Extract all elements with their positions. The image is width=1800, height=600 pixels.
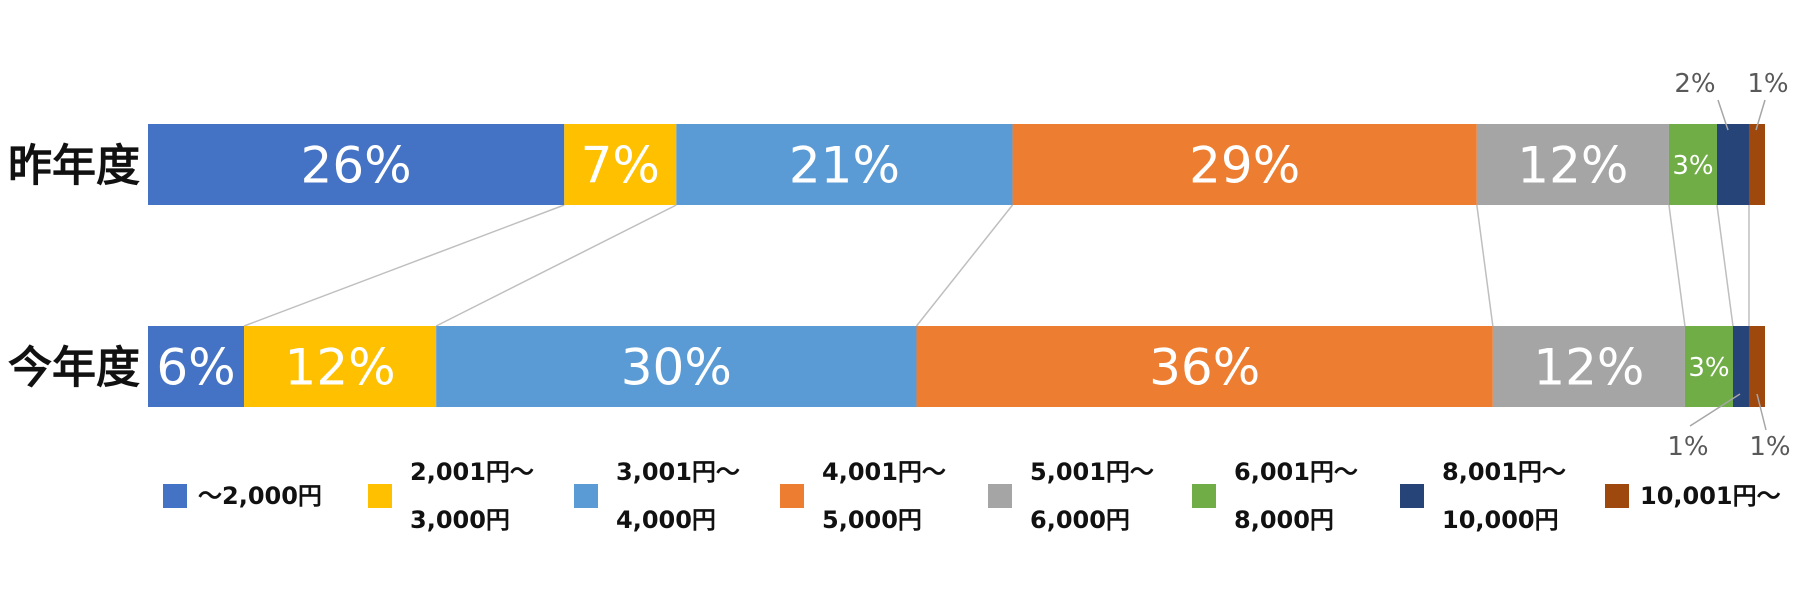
- bar-segment: [148, 326, 245, 407]
- data-labels: 26% 7% 21% 29% 12% 3% 6% 12% 30% 36% 12% 3%: [156, 137, 1729, 397]
- legend-item: 5,001円～ 6,000円: [988, 458, 1154, 534]
- legend-label: 8,000円: [1234, 506, 1334, 534]
- bar-segment: [1668, 124, 1717, 205]
- leader-line: [1755, 99, 1766, 131]
- legend-label: 5,000円: [822, 506, 922, 534]
- bar-segment: [148, 124, 565, 205]
- legend-item: 2,001円～ 3,000円: [368, 458, 534, 534]
- legend-item: ～2,000円: [163, 482, 322, 510]
- legend-swatch: [988, 484, 1012, 508]
- series-line: [243, 204, 565, 327]
- bar-segment: [1476, 124, 1669, 205]
- data-label: 36%: [1149, 339, 1260, 397]
- category-label: 昨年度: [8, 141, 140, 192]
- data-label: 1%: [1749, 432, 1790, 462]
- data-label: 6%: [156, 339, 235, 397]
- bar-segment: [436, 326, 917, 407]
- legend-label: 5,001円～: [1030, 458, 1154, 486]
- leader-line: [1717, 99, 1729, 131]
- legend-item: 3,001円～ 4,000円: [574, 458, 740, 534]
- data-label: 2%: [1674, 69, 1715, 99]
- series-line: [1668, 204, 1686, 327]
- external-data-labels: 2% 1% 1% 1%: [1667, 69, 1790, 462]
- data-label: 7%: [581, 137, 660, 195]
- legend-label: 3,000円: [410, 506, 510, 534]
- legend-item: 8,001円～ 10,000円: [1400, 458, 1566, 534]
- legend-swatch: [1400, 484, 1424, 508]
- bar-segment: [1748, 326, 1765, 407]
- data-label: 3%: [1672, 151, 1713, 181]
- legend-swatch: [1192, 484, 1216, 508]
- bar-segment: [1732, 326, 1749, 407]
- legend-swatch: [163, 484, 187, 508]
- bar-segment: [564, 124, 677, 205]
- series-connector-lines: [243, 204, 1750, 327]
- bar-segment: [676, 124, 1013, 205]
- bar-segment: [1492, 326, 1685, 407]
- bar-segment: [1012, 124, 1477, 205]
- legend-label: 2,001円～: [410, 458, 534, 486]
- legend-swatch: [368, 484, 392, 508]
- data-label: 29%: [1189, 137, 1300, 195]
- bar-segment: [1716, 124, 1749, 205]
- bar-segments: [148, 124, 1765, 407]
- legend-item: 10,001円～: [1605, 482, 1781, 510]
- data-label: 21%: [789, 137, 900, 195]
- data-label: 1%: [1747, 69, 1788, 99]
- data-label: 3%: [1688, 353, 1729, 383]
- data-label: 12%: [1533, 339, 1644, 397]
- legend-label: 4,001円～: [822, 458, 946, 486]
- legend-label: 10,001円～: [1640, 482, 1781, 510]
- leader-line: [1756, 393, 1767, 431]
- data-label: 26%: [301, 137, 412, 195]
- leader-line: [1689, 393, 1741, 427]
- data-label: 30%: [621, 339, 732, 397]
- legend-label: 6,000円: [1030, 506, 1130, 534]
- bar-segment: [244, 326, 437, 407]
- series-line: [1716, 204, 1734, 327]
- legend-item: 6,001円～ 8,000円: [1192, 458, 1358, 534]
- legend-swatch: [1605, 484, 1629, 508]
- bar-segment: [916, 326, 1493, 407]
- legend-label: 3,001円～: [616, 458, 740, 486]
- legend-swatch: [574, 484, 598, 508]
- series-line: [435, 204, 677, 327]
- data-label: 12%: [285, 339, 396, 397]
- data-label: 1%: [1667, 432, 1708, 462]
- legend-label: 10,000円: [1442, 506, 1559, 534]
- data-label: 12%: [1517, 137, 1628, 195]
- category-label: 今年度: [8, 343, 140, 394]
- series-line: [915, 204, 1014, 327]
- legend-item: 4,001円～ 5,000円: [780, 458, 946, 534]
- bar-segment: [1748, 124, 1765, 205]
- legend: ～2,000円 2,001円～ 3,000円 3,001円～ 4,000円 4,001円～…: [163, 458, 1781, 534]
- legend-label: ～2,000円: [198, 482, 322, 510]
- legend-swatch: [780, 484, 804, 508]
- legend-label: 6,001円～: [1234, 458, 1358, 486]
- series-line: [1476, 204, 1494, 327]
- legend-label: 8,001円～: [1442, 458, 1566, 486]
- bar-segment: [1684, 326, 1733, 407]
- legend-label: 4,000円: [616, 506, 716, 534]
